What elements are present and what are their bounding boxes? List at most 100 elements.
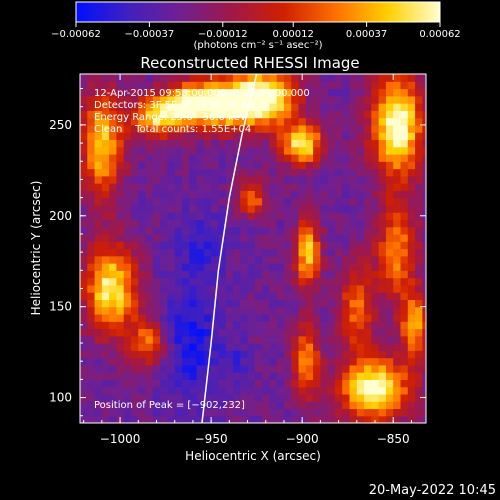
heatmap-cell bbox=[138, 343, 147, 351]
heatmap-cell bbox=[327, 219, 336, 228]
heatmap-cell bbox=[298, 226, 307, 235]
heatmap-cell bbox=[327, 226, 336, 235]
heatmap-cell bbox=[145, 299, 154, 308]
heatmap-cell bbox=[218, 255, 227, 264]
heatmap-cell bbox=[283, 306, 292, 315]
heatmap-cell bbox=[189, 139, 198, 148]
heatmap-cell bbox=[152, 110, 161, 119]
heatmap-cell bbox=[371, 153, 380, 162]
heatmap-cell bbox=[116, 328, 125, 337]
heatmap-cell bbox=[262, 212, 270, 221]
heatmap-cell bbox=[254, 364, 263, 373]
heatmap-cell bbox=[276, 197, 285, 206]
heatmap-cell bbox=[109, 357, 118, 366]
heatmap-cell bbox=[232, 248, 241, 257]
heatmap-cell bbox=[327, 415, 336, 423]
heatmap-cell bbox=[116, 204, 125, 213]
heatmap-cell bbox=[80, 124, 88, 133]
heatmap-cell bbox=[240, 408, 249, 417]
heatmap-cell bbox=[160, 350, 169, 359]
heatmap-cell bbox=[123, 117, 132, 126]
heatmap-cell bbox=[320, 146, 329, 155]
heatmap-cell bbox=[283, 408, 292, 417]
heatmap-cell bbox=[152, 263, 161, 271]
heatmap-cell bbox=[276, 306, 285, 315]
heatmap-cell bbox=[189, 95, 198, 104]
heatmap-cell bbox=[320, 263, 329, 271]
heatmap-cell bbox=[291, 103, 300, 111]
heatmap-cell bbox=[174, 292, 183, 300]
heatmap-cell bbox=[145, 379, 154, 388]
heatmap-cell bbox=[356, 263, 365, 271]
heatmap-cell bbox=[101, 321, 110, 330]
heatmap-cell bbox=[130, 161, 139, 170]
heatmap-cell bbox=[203, 415, 212, 423]
heatmap-cell bbox=[80, 408, 88, 417]
heatmap-cell bbox=[109, 190, 118, 199]
heatmap-cell bbox=[364, 364, 372, 373]
heatmap-cell bbox=[378, 161, 387, 170]
heatmap-cell bbox=[152, 255, 161, 264]
heatmap-cell bbox=[407, 277, 416, 286]
heatmap-cell bbox=[415, 95, 423, 104]
heatmap-cell bbox=[123, 81, 132, 90]
heatmap-cell bbox=[276, 124, 285, 133]
heatmap-cell bbox=[356, 103, 365, 111]
heatmap-cell bbox=[422, 408, 426, 417]
heatmap-cell bbox=[145, 153, 154, 162]
heatmap-cell bbox=[291, 292, 300, 300]
heatmap-cell bbox=[189, 153, 198, 162]
heatmap-cell bbox=[80, 364, 88, 373]
heatmap-cell bbox=[342, 328, 351, 337]
heatmap-cell bbox=[254, 328, 263, 337]
heatmap-cell bbox=[276, 270, 285, 279]
heatmap-cell bbox=[87, 124, 96, 133]
heatmap-cell bbox=[240, 321, 249, 330]
heatmap-cell bbox=[80, 263, 88, 271]
heatmap-cell bbox=[203, 255, 212, 264]
heatmap-cell bbox=[189, 204, 198, 213]
heatmap-cell bbox=[313, 335, 321, 344]
heatmap-cell bbox=[181, 393, 190, 402]
heatmap-cell bbox=[130, 248, 139, 257]
heatmap-cell bbox=[400, 386, 409, 395]
heatmap-cell bbox=[181, 110, 190, 119]
heatmap-cell bbox=[218, 306, 227, 315]
heatmap-cell bbox=[334, 415, 343, 423]
heatmap-cell bbox=[189, 81, 198, 90]
heatmap-cell bbox=[334, 408, 343, 417]
heatmap-cell bbox=[232, 328, 241, 337]
heatmap-cell bbox=[145, 110, 154, 119]
heatmap-cell bbox=[415, 408, 423, 417]
heatmap-cell bbox=[262, 299, 270, 308]
heatmap-cell bbox=[422, 175, 426, 184]
heatmap-cell bbox=[276, 175, 285, 184]
heatmap-cell bbox=[393, 372, 402, 380]
heatmap-cell bbox=[203, 270, 212, 279]
heatmap-cell bbox=[160, 299, 169, 308]
heatmap-cell bbox=[320, 372, 329, 380]
heatmap-cell bbox=[225, 277, 234, 286]
heatmap-cell bbox=[291, 343, 300, 351]
heatmap-cell bbox=[371, 197, 380, 206]
heatmap-cell bbox=[334, 153, 343, 162]
heatmap-cell bbox=[247, 212, 256, 221]
heatmap-cell bbox=[247, 321, 256, 330]
heatmap-cell bbox=[94, 299, 103, 308]
heatmap-cell bbox=[254, 313, 263, 322]
heatmap-cell bbox=[247, 386, 256, 395]
heatmap-cell bbox=[174, 248, 183, 257]
heatmap-cell bbox=[138, 139, 147, 148]
heatmap-cell bbox=[138, 190, 147, 199]
heatmap-cell bbox=[254, 393, 263, 402]
heatmap-cell bbox=[298, 161, 307, 170]
heatmap-cell bbox=[225, 386, 234, 395]
heatmap-cell bbox=[94, 124, 103, 133]
heatmap-cell bbox=[138, 328, 147, 337]
heatmap-cell bbox=[334, 103, 343, 111]
heatmap-cell bbox=[269, 139, 278, 148]
timestamp: 20-May-2022 10:45 bbox=[369, 483, 496, 498]
heatmap-cell bbox=[378, 284, 387, 293]
x-axis-ticks: −1000 −950 −900 −850 bbox=[83, 74, 412, 446]
heatmap-cell bbox=[225, 103, 234, 111]
